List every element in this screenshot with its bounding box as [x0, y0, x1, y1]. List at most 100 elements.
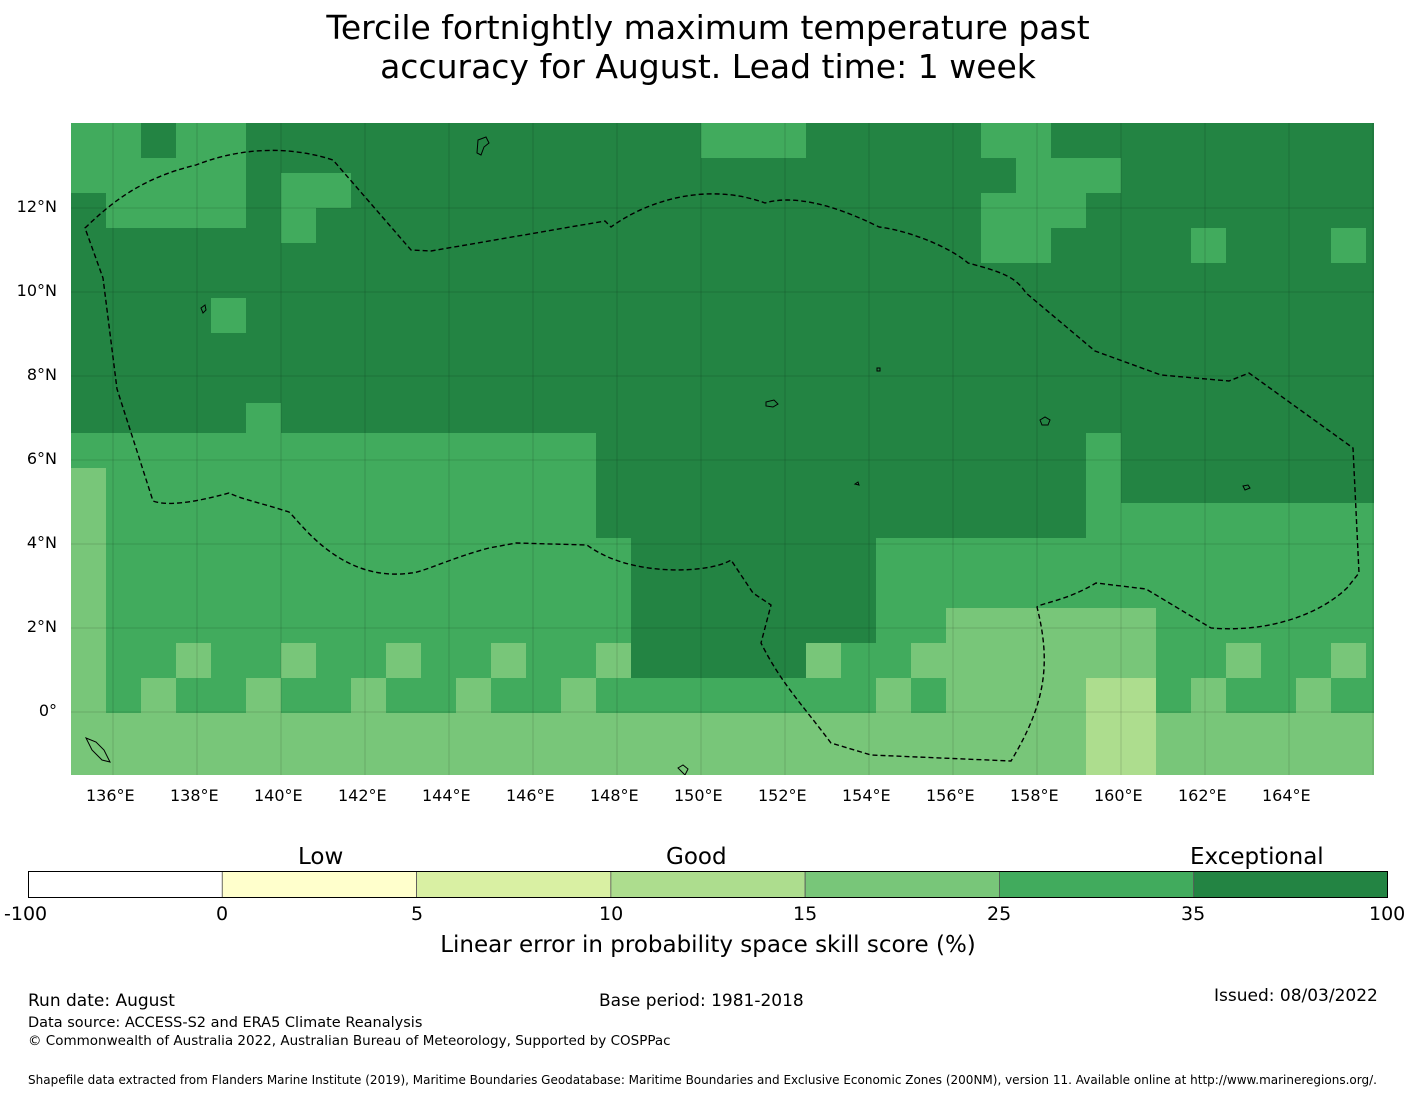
- skill-cell: [1051, 643, 1086, 678]
- skill-cell: [316, 748, 351, 775]
- colorbar-segment: [28, 871, 223, 898]
- skill-cell: [1226, 573, 1261, 608]
- skill-cell: [526, 678, 561, 713]
- skill-cell: [806, 468, 841, 503]
- skill-cell: [1086, 468, 1121, 503]
- skill-cell: [316, 468, 351, 503]
- skill-cell: [351, 643, 386, 678]
- skill-cell: [1121, 503, 1156, 538]
- skill-cell: [71, 123, 106, 158]
- skill-cell: [106, 433, 141, 468]
- skill-cell: [1191, 713, 1226, 748]
- skill-cell: [1226, 433, 1261, 468]
- skill-cell: [386, 713, 421, 748]
- skill-cell: [736, 678, 771, 713]
- skill-cell: [1261, 678, 1296, 713]
- copyright: © Commonwealth of Australia 2022, Austra…: [28, 1033, 671, 1049]
- skill-cell: [246, 678, 281, 713]
- skill-cell: [351, 678, 386, 713]
- skill-cell: [561, 538, 596, 573]
- skill-cell: [771, 468, 806, 503]
- skill-cell: [141, 678, 176, 713]
- skill-cell: [1051, 503, 1086, 538]
- skill-cell: [1121, 748, 1156, 775]
- island-fais: [476, 136, 490, 156]
- skill-cell: [106, 193, 141, 228]
- skill-cell: [946, 433, 981, 468]
- skill-cell: [701, 503, 736, 538]
- skill-cell: [1156, 678, 1191, 713]
- skill-cell: [1296, 748, 1331, 775]
- issued-date: Issued: 08/03/2022: [1214, 986, 1378, 1006]
- skill-cell: [666, 713, 701, 748]
- skill-cell: [736, 573, 771, 608]
- island-small-1: [876, 367, 881, 372]
- fsm-eez-boundary: [84, 149, 1360, 762]
- skill-cell: [1366, 608, 1374, 643]
- skill-cell: [351, 748, 386, 775]
- skill-cell: [1191, 643, 1226, 678]
- skill-cell: [1016, 678, 1051, 713]
- skill-cell: [141, 158, 176, 193]
- y-tick-8N: 8°N: [26, 365, 57, 384]
- skill-cell: [176, 608, 211, 643]
- skill-cell: [771, 433, 806, 468]
- skill-cell: [981, 538, 1016, 573]
- skill-cell: [141, 193, 176, 228]
- skill-cell: [841, 573, 876, 608]
- skill-cell: [806, 503, 841, 538]
- skill-cell: [631, 468, 666, 503]
- skill-cell: [1226, 748, 1261, 775]
- colorbar-segment: [416, 871, 612, 898]
- skill-cell: [1296, 503, 1331, 538]
- skill-cell: [876, 713, 911, 748]
- skill-cell: [806, 538, 841, 573]
- skill-cell: [911, 468, 946, 503]
- skill-cell: [526, 573, 561, 608]
- skill-cell: [456, 608, 491, 643]
- x-tick-152E: 152°E: [758, 786, 807, 805]
- skill-cell: [1226, 503, 1261, 538]
- skill-cell: [981, 228, 1016, 263]
- skill-cell: [456, 748, 491, 775]
- skill-cell: [1086, 643, 1121, 678]
- skill-cell: [351, 433, 386, 468]
- map-gridlines: [71, 123, 1374, 775]
- skill-cell: [771, 608, 806, 643]
- skill-cell: [771, 123, 806, 158]
- x-tick-158E: 158°E: [1010, 786, 1059, 805]
- skill-cell: [1191, 678, 1226, 713]
- skill-cell: [701, 123, 736, 158]
- skill-cell: [596, 468, 631, 503]
- skill-cell: [281, 208, 316, 243]
- skill-cell: [246, 608, 281, 643]
- skill-cell: [106, 748, 141, 775]
- skill-cell: [1191, 608, 1226, 643]
- skill-cell: [1121, 678, 1156, 713]
- colorbar: [28, 871, 1388, 898]
- skill-cell: [701, 608, 736, 643]
- skill-cell: [1331, 468, 1366, 503]
- island-small-3: [677, 764, 689, 775]
- skill-cell: [1261, 748, 1296, 775]
- skill-cell: [631, 713, 666, 748]
- skill-cell: [806, 713, 841, 748]
- skill-cell: [596, 503, 631, 538]
- skill-cell: [981, 468, 1016, 503]
- skill-cell: [946, 538, 981, 573]
- skill-cell: [946, 713, 981, 748]
- skill-cell: [1051, 678, 1086, 713]
- skill-score-grid: [71, 123, 1374, 775]
- skill-cell: [421, 503, 456, 538]
- skill-cell: [1296, 468, 1331, 503]
- skill-cell: [1156, 573, 1191, 608]
- skill-cell: [1191, 538, 1226, 573]
- skill-cell: [981, 503, 1016, 538]
- skill-cell: [1016, 748, 1051, 775]
- x-tick-148E: 148°E: [590, 786, 639, 805]
- colorbar-segment: [1193, 871, 1388, 898]
- skill-cell: [176, 748, 211, 775]
- skill-cell: [211, 748, 246, 775]
- skill-cell: [1156, 643, 1191, 678]
- skill-cell: [246, 403, 281, 438]
